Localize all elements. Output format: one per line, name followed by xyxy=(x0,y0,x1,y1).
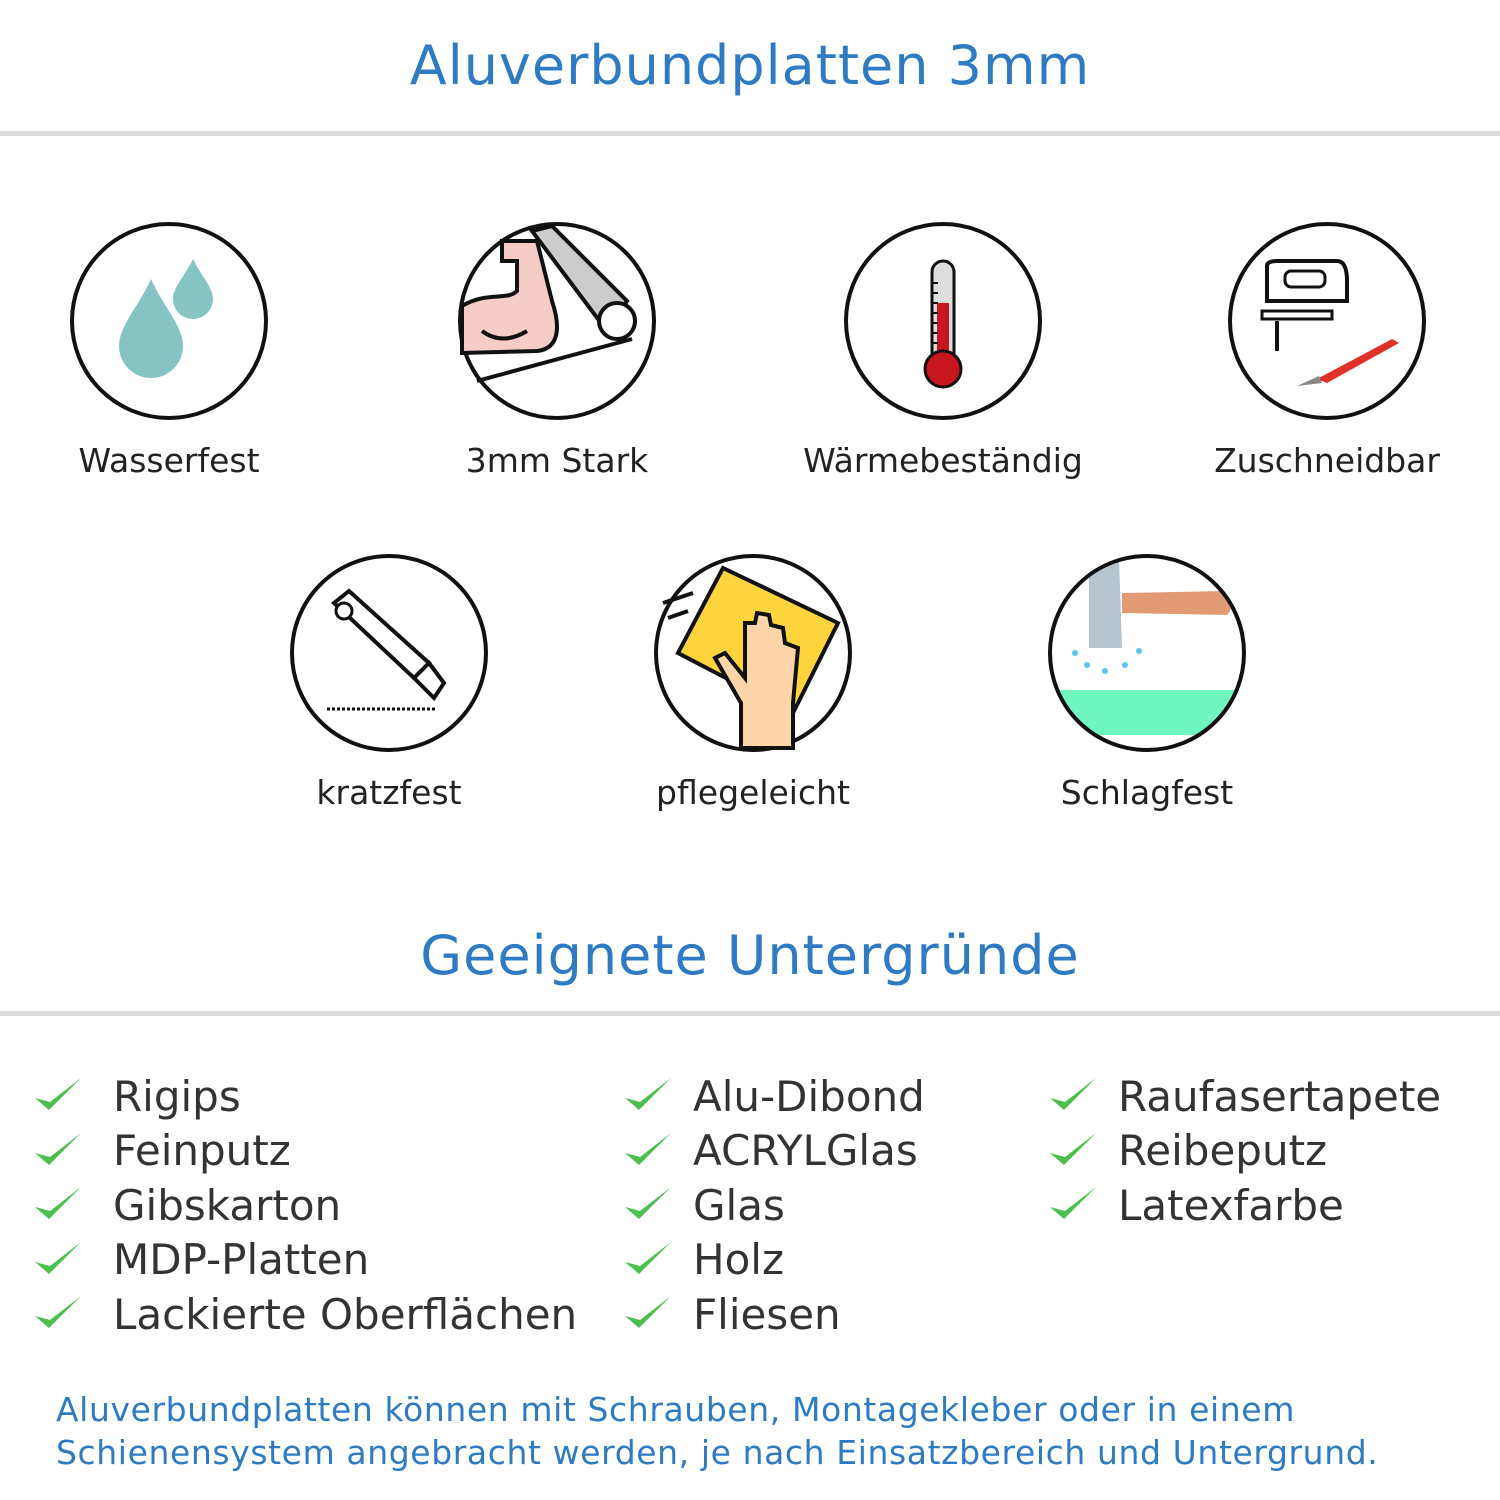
jigsaw-icon xyxy=(1228,222,1426,420)
divider xyxy=(0,1011,1500,1016)
feature-waermebestaendig: Wärmebeständig xyxy=(793,221,1093,480)
surface-label: Fliesen xyxy=(693,1289,841,1339)
surface-label: Rigips xyxy=(113,1071,241,1121)
surfaces-column-2: Alu-Dibond ACRYLGlas Glas Holz Fliesen xyxy=(623,1069,925,1342)
cleaning-hand-icon xyxy=(654,554,852,752)
surface-item: Raufasertapete xyxy=(1048,1069,1441,1124)
surface-item: Gibskarton xyxy=(33,1178,577,1233)
surfaces-column-1: Rigips Feinputz Gibskarton MDP-Platten Lacki… xyxy=(33,1069,577,1342)
surface-label: Gibskarton xyxy=(113,1180,342,1230)
surface-label: Lackierte Oberflächen xyxy=(113,1289,578,1339)
feature-label: pflegeleicht xyxy=(656,773,850,812)
check-icon xyxy=(35,1132,81,1165)
check-icon xyxy=(35,1241,81,1274)
surface-label: ACRYLGlas xyxy=(693,1126,918,1176)
thermometer-icon xyxy=(844,222,1042,420)
surface-label: Glas xyxy=(693,1180,785,1230)
surface-item: ACRYLGlas xyxy=(623,1124,925,1179)
check-icon xyxy=(1050,1132,1096,1165)
water-drops-icon xyxy=(70,222,268,420)
check-icon xyxy=(625,1187,671,1220)
feature-label: Schlagfest xyxy=(1060,773,1234,812)
feature-wasserfest: Wasserfest xyxy=(19,221,319,480)
feature-zuschneidbar: Zuschneidbar xyxy=(1177,221,1477,480)
check-icon xyxy=(625,1078,671,1111)
feature-label: Wasserfest xyxy=(78,441,260,480)
surface-item: Alu-Dibond xyxy=(623,1069,925,1124)
feature-label: 3mm Stark xyxy=(465,441,649,480)
check-icon xyxy=(625,1132,671,1165)
surface-item: Fliesen xyxy=(623,1287,925,1342)
mounting-note: Aluverbundplatten können mit Schrauben, … xyxy=(56,1388,1378,1474)
check-icon xyxy=(35,1296,81,1329)
surface-item: Latexfarbe xyxy=(1048,1178,1441,1233)
feature-3mm-stark: 3mm Stark xyxy=(407,221,707,480)
feature-schlagfest: Schlagfest xyxy=(997,553,1297,812)
page-title: Aluverbundplatten 3mm xyxy=(409,34,1091,97)
check-icon xyxy=(35,1187,81,1220)
check-icon xyxy=(1050,1187,1096,1220)
surface-label: MDP-Platten xyxy=(113,1235,370,1285)
feature-label: Zuschneidbar xyxy=(1214,441,1440,480)
surface-item: Reibeputz xyxy=(1048,1124,1441,1179)
surface-item: Rigips xyxy=(33,1069,577,1124)
surface-label: Reibeputz xyxy=(1118,1126,1328,1176)
check-icon xyxy=(35,1078,81,1111)
surface-label: Holz xyxy=(693,1235,784,1285)
surface-item: MDP-Platten xyxy=(33,1233,577,1288)
hammer-icon xyxy=(1048,554,1246,752)
note-line-1: Aluverbundplatten können mit Schrauben, … xyxy=(56,1390,1295,1429)
surface-item: Glas xyxy=(623,1178,925,1233)
surfaces-column-3: Raufasertapete Reibeputz Latexfarbe xyxy=(1048,1069,1441,1233)
check-icon xyxy=(625,1241,671,1274)
feature-label: kratzfest xyxy=(316,773,462,812)
surface-label: Alu-Dibond xyxy=(693,1071,925,1121)
check-icon xyxy=(1050,1078,1096,1111)
strong-arm-icon xyxy=(458,222,656,420)
surface-item: Feinputz xyxy=(33,1124,577,1179)
divider xyxy=(0,131,1500,136)
feature-label: Wärmebeständig xyxy=(803,441,1083,480)
surfaces-title: Geeignete Untergründe xyxy=(420,924,1080,987)
surface-label: Raufasertapete xyxy=(1118,1071,1442,1121)
note-line-2: Schienensystem angebracht werden, je nac… xyxy=(56,1433,1379,1472)
surface-item: Lackierte Oberflächen xyxy=(33,1287,577,1342)
surface-label: Latexfarbe xyxy=(1118,1180,1344,1230)
surface-item: Holz xyxy=(623,1233,925,1288)
feature-kratzfest: kratzfest xyxy=(239,553,539,812)
check-icon xyxy=(625,1296,671,1329)
feature-pflegeleicht: pflegeleicht xyxy=(603,553,903,812)
cutter-knife-icon xyxy=(290,554,488,752)
surface-label: Feinputz xyxy=(113,1126,291,1176)
